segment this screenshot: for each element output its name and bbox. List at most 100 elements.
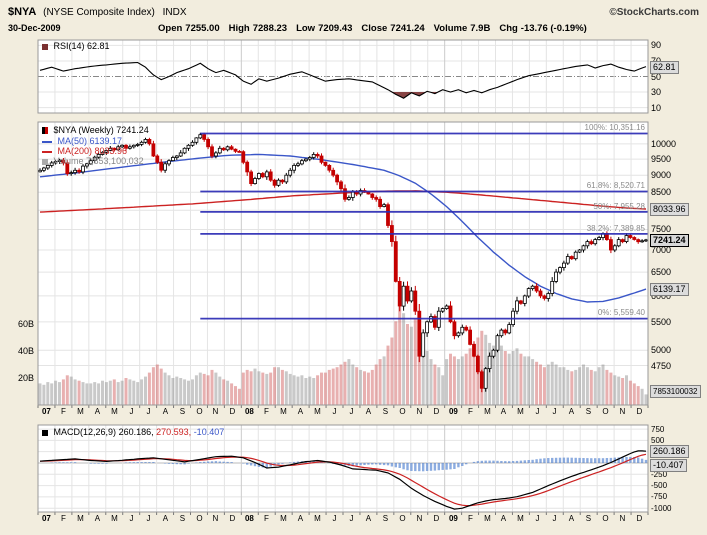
rsi-oversold-fill <box>391 92 426 99</box>
volume-bar <box>566 369 570 405</box>
rsi-line <box>39 61 647 99</box>
volume-bar <box>621 378 625 405</box>
macd-histogram-bar <box>355 463 358 466</box>
macd-histogram-bar <box>590 458 593 463</box>
volume-bar <box>81 382 85 406</box>
x-axis-label: M <box>280 407 287 416</box>
volume-axis-label: 60B <box>17 319 34 329</box>
price-legend-ma200: MA(200) 8033.96 <box>42 146 127 156</box>
candle-body <box>131 144 136 148</box>
volume-bar <box>570 371 574 406</box>
macd-histogram-bar <box>289 462 292 463</box>
x-axis-label: O <box>399 514 406 523</box>
quote-value: 7255.00 <box>185 23 220 34</box>
volume-bar <box>636 386 640 405</box>
candle-body <box>519 300 523 304</box>
candle-body <box>636 239 641 243</box>
candle-body <box>69 172 74 175</box>
x-axis-label: S <box>179 514 186 523</box>
price-panel-border <box>37 121 649 406</box>
volume-bar <box>277 367 280 405</box>
volume-bar <box>234 386 237 405</box>
volume-bar <box>155 364 159 405</box>
candle-body <box>327 164 332 171</box>
candle-body <box>542 295 547 299</box>
x-axis-label: O <box>196 407 203 416</box>
rsi-panel-border <box>37 39 649 114</box>
macd-axis-label: -750 <box>651 492 668 501</box>
volume-bar <box>402 313 406 405</box>
macd-histogram-bar <box>566 457 569 463</box>
x-axis-label: O <box>399 407 406 416</box>
macd-histogram-bar <box>480 460 483 463</box>
macd-histogram-bar <box>93 463 96 464</box>
macd-hist-value-box: -10.407 <box>650 459 687 472</box>
candle-body <box>616 239 621 247</box>
volume-bar <box>449 353 452 405</box>
candle-body <box>73 169 77 174</box>
volume-bar <box>574 369 578 405</box>
macd-histogram-bar <box>488 460 491 463</box>
rsi-value-box: 62.81 <box>650 61 679 74</box>
x-axis-label: N <box>619 514 626 523</box>
volume-bar <box>163 372 167 405</box>
macd-histogram-bar <box>386 463 390 466</box>
macd-panel-border <box>37 424 649 513</box>
quote-value: 7.9B <box>470 23 491 34</box>
price-legend-ma200-text: MA(200) 8033.96 <box>57 146 128 156</box>
macd-histogram-bar <box>167 463 171 464</box>
candle-body <box>597 237 601 240</box>
x-axis-label: J <box>146 407 151 416</box>
macd-axis-label: -500 <box>651 481 668 490</box>
macd-histogram-bar <box>187 463 190 464</box>
volume-bar <box>409 326 413 405</box>
candle-body <box>182 147 187 154</box>
volume-bar <box>550 361 554 405</box>
macd-histogram-bar <box>171 463 175 464</box>
candle-body <box>421 332 426 357</box>
rsi-legend: RSI(14) 62.81 <box>42 41 110 51</box>
volume-bar <box>159 368 163 406</box>
candle-body <box>378 198 383 208</box>
candle-body <box>452 321 457 337</box>
volume-bar <box>280 369 284 405</box>
macd-axis-label: 500 <box>651 436 665 445</box>
macd-histogram-bar <box>351 463 354 467</box>
candle-body <box>475 355 480 373</box>
macd-histogram-bar <box>422 463 425 472</box>
candle-body <box>299 160 304 165</box>
volume-bar <box>147 372 151 405</box>
candle-body <box>100 151 105 155</box>
candle-body <box>483 368 488 389</box>
macd-axis-label: 750 <box>651 425 665 434</box>
volume-bar <box>65 375 69 405</box>
macd-histogram-bar <box>148 462 151 463</box>
volume-bar <box>171 378 175 405</box>
volume-bar <box>382 356 386 405</box>
volume-bar <box>257 371 261 406</box>
volume-bar <box>542 367 546 405</box>
volume-bar <box>69 376 73 405</box>
volume-bar <box>331 368 335 406</box>
x-axis-label: D <box>229 514 236 523</box>
x-axis-label: 07 <box>41 514 51 523</box>
candle-body <box>237 150 242 153</box>
macd-histogram-bar <box>339 463 343 465</box>
volume-bar <box>300 375 304 405</box>
candle-body <box>432 316 437 328</box>
x-axis-label: S <box>585 514 592 523</box>
candle-body <box>562 262 566 269</box>
x-axis-label: D <box>636 514 643 523</box>
x-axis-label: J <box>349 407 354 416</box>
volume-bar <box>452 356 456 405</box>
price-legend-ma50: MA(50) 6139.17 <box>42 136 122 146</box>
x-axis-label: A <box>365 514 372 523</box>
volume-bar <box>507 353 511 405</box>
candle-body <box>210 146 214 157</box>
candle-body <box>127 146 132 149</box>
macd-histogram-bar <box>62 462 65 463</box>
volume-bar <box>214 372 218 405</box>
candle-body <box>303 158 308 162</box>
candle-body <box>468 329 473 345</box>
candle-body <box>88 160 93 165</box>
